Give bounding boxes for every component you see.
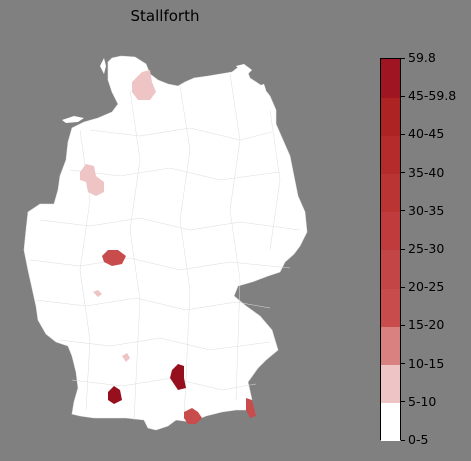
legend-band [381, 326, 400, 366]
legend-tick [401, 248, 405, 250]
district-garmisch [184, 408, 202, 424]
legend-tick [401, 324, 405, 326]
legend-tick [401, 210, 405, 212]
legend-band [381, 211, 400, 251]
island [258, 84, 266, 92]
legend-tick-label: 35-40 [408, 164, 445, 180]
legend-tick-label: 40-45 [408, 126, 445, 142]
district-borders [29, 73, 301, 421]
island [100, 58, 106, 74]
legend-tick-label: 59.8 [408, 50, 436, 65]
legend-tick [401, 95, 405, 97]
district-hessen [102, 250, 126, 266]
legend-band [381, 364, 400, 404]
legend-band [381, 288, 400, 327]
legend-band [381, 402, 400, 442]
district-berchtesgaden [246, 398, 256, 418]
island [62, 116, 84, 123]
district-schleswig [132, 70, 156, 100]
legend-band [381, 173, 400, 213]
legend-band [381, 97, 400, 136]
legend-tick-label: 5-10 [408, 393, 437, 409]
legend-tick [401, 172, 405, 174]
legend-tick [401, 133, 405, 135]
district-bodensee [108, 386, 122, 404]
district-osnabrueck [80, 164, 104, 196]
legend-band [381, 135, 400, 175]
legend-tick [401, 401, 405, 403]
legend-band [381, 59, 400, 98]
legend-colorbar [380, 58, 401, 442]
legend-tick [401, 363, 405, 365]
legend-tick-label: 20-25 [408, 279, 445, 295]
legend-tick-label: 30-35 [408, 202, 445, 218]
legend-tick-label: 25-30 [408, 241, 445, 256]
district-pfalz [93, 290, 102, 297]
district-augsburg [170, 364, 186, 390]
highlighted-districts [80, 70, 256, 424]
legend-tick-label: 10-15 [408, 355, 445, 371]
district-stuttgart [122, 353, 130, 362]
island [236, 64, 252, 76]
map-title: Stallforth [130, 7, 200, 25]
legend-tick [401, 57, 405, 59]
legend-tick-label: 45-59.8 [408, 88, 457, 104]
legend-band [381, 250, 400, 289]
legend-tick-label: 0-5 [408, 432, 429, 447]
legend-tick [401, 286, 405, 288]
legend-tick [401, 439, 405, 441]
legend-tick-label: 15-20 [408, 317, 445, 333]
germany-outline [23, 55, 308, 431]
